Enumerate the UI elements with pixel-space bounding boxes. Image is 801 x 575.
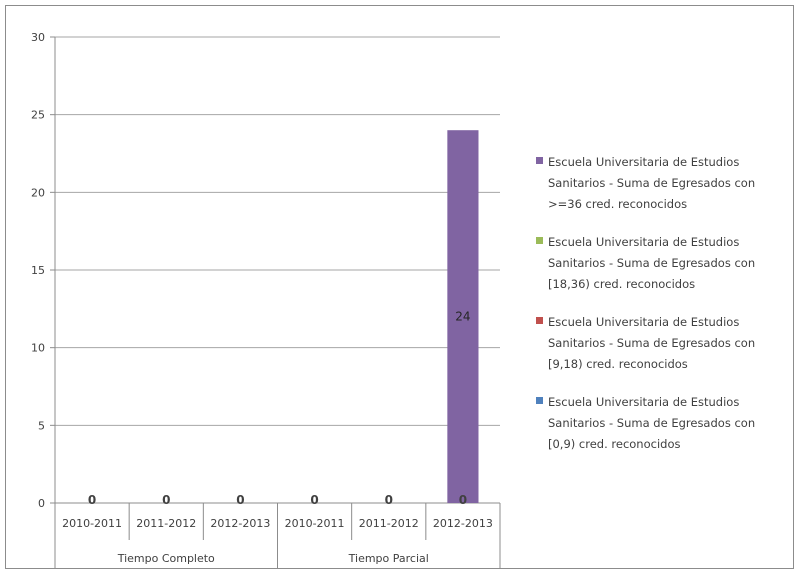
- legend-item: Escuela Universitaria de Estudios Sanita…: [536, 392, 786, 455]
- legend-swatch: [536, 157, 543, 164]
- bar: [447, 130, 479, 503]
- data-label: 0: [88, 493, 96, 507]
- x-tick-label: 2011-2012: [359, 517, 419, 530]
- data-label: 0: [310, 493, 318, 507]
- x-group-label: Tiempo Parcial: [348, 552, 429, 565]
- legend-label: Escuela Universitaria de Estudios Sanita…: [548, 315, 756, 371]
- legend-item: Escuela Universitaria de Estudios Sanita…: [536, 152, 786, 215]
- legend: Escuela Universitaria de Estudios Sanita…: [536, 152, 786, 472]
- x-tick-label: 2012-2013: [433, 517, 493, 530]
- data-label: 0: [236, 493, 244, 507]
- x-tick-label: 2010-2011: [62, 517, 122, 530]
- y-tick-label: 5: [38, 419, 45, 432]
- legend-label: Escuela Universitaria de Estudios Sanita…: [548, 395, 756, 451]
- y-tick-label: 30: [31, 31, 45, 44]
- y-tick-label: 20: [31, 186, 45, 199]
- data-label: 0: [162, 493, 170, 507]
- legend-swatch: [536, 397, 543, 404]
- legend-swatch: [536, 317, 543, 324]
- x-group-label: Tiempo Completo: [117, 552, 215, 565]
- legend-label: Escuela Universitaria de Estudios Sanita…: [548, 155, 756, 211]
- x-tick-label: 2010-2011: [285, 517, 345, 530]
- x-tick-label: 2011-2012: [136, 517, 196, 530]
- legend-label: Escuela Universitaria de Estudios Sanita…: [548, 235, 756, 291]
- chart-frame: [5, 5, 794, 569]
- y-tick-label: 0: [38, 497, 45, 510]
- legend-swatch: [536, 237, 543, 244]
- bar-value-label: 24: [455, 310, 470, 324]
- y-tick-label: 25: [31, 109, 45, 122]
- legend-item: Escuela Universitaria de Estudios Sanita…: [536, 232, 786, 295]
- legend-item: Escuela Universitaria de Estudios Sanita…: [536, 312, 786, 375]
- data-label: 0: [459, 493, 467, 507]
- data-label: 0: [385, 493, 393, 507]
- y-tick-label: 10: [31, 342, 45, 355]
- x-tick-label: 2012-2013: [210, 517, 270, 530]
- y-tick-label: 15: [31, 264, 45, 277]
